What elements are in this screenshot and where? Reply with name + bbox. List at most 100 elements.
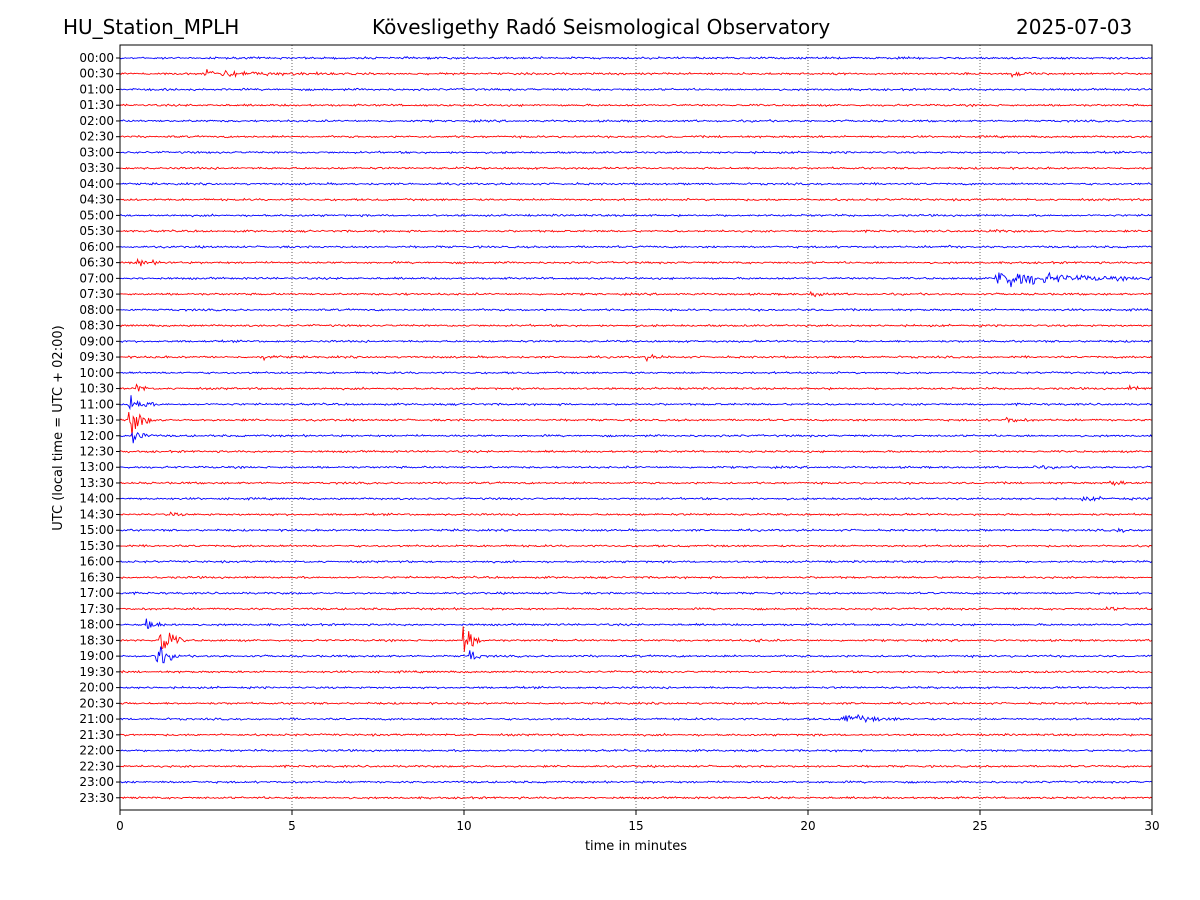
y-tick-label: 09:30 xyxy=(79,350,114,364)
station-name: HU_Station_MPLH xyxy=(63,15,240,39)
y-tick-label: 15:30 xyxy=(79,539,114,553)
x-tick-label: 25 xyxy=(972,819,987,833)
y-tick-label: 17:00 xyxy=(79,586,114,600)
trace-row xyxy=(119,543,1153,548)
trace-group xyxy=(119,55,1153,800)
trace-row xyxy=(119,166,1152,171)
x-tick-label: 5 xyxy=(288,819,296,833)
y-tick-label: 21:30 xyxy=(79,728,114,742)
trace-row xyxy=(119,795,1153,800)
y-tick-label: 20:30 xyxy=(79,696,114,710)
trace-row xyxy=(119,464,1153,470)
trace-row xyxy=(119,780,1153,785)
y-tick-label: 05:30 xyxy=(79,224,114,238)
trace-row xyxy=(119,69,1153,79)
trace-row xyxy=(119,383,1152,392)
trace-row xyxy=(119,244,1152,249)
y-tick-label: 22:00 xyxy=(79,744,114,758)
trace-row xyxy=(119,370,1152,375)
trace-row xyxy=(119,431,1153,444)
trace-row xyxy=(119,559,1153,564)
trace-row xyxy=(119,213,1152,218)
y-axis-label: UTC (local time = UTC + 02:00) xyxy=(51,325,66,530)
trace-row xyxy=(119,228,1152,234)
y-tick-label: 09:00 xyxy=(79,334,114,348)
trace-row xyxy=(119,480,1152,487)
y-tick-label: 19:30 xyxy=(79,665,114,679)
y-tick-label: 05:00 xyxy=(79,208,114,222)
y-tick-label: 00:30 xyxy=(79,67,114,81)
trace-row xyxy=(119,511,1153,517)
x-tick-label: 30 xyxy=(1144,819,1159,833)
trace-row xyxy=(119,669,1152,674)
chart-date: 2025-07-03 xyxy=(1016,15,1133,39)
y-tick-label: 11:30 xyxy=(79,413,114,427)
trace-row xyxy=(119,449,1152,454)
y-tick-label: 07:30 xyxy=(79,287,114,301)
x-axis: 0 5 10 15 20 25 30 xyxy=(116,810,1160,833)
y-tick-label: 02:00 xyxy=(79,114,114,128)
y-tick-label: 16:30 xyxy=(79,570,114,584)
trace-row xyxy=(119,55,1153,60)
y-tick-label: 16:00 xyxy=(79,555,114,569)
y-tick-label: 23:00 xyxy=(79,775,114,789)
y-tick-label: 03:30 xyxy=(79,161,114,175)
trace-row xyxy=(119,575,1152,580)
trace-row xyxy=(119,685,1152,690)
trace-row xyxy=(119,307,1153,313)
trace-row xyxy=(119,748,1153,753)
y-tick-label: 04:30 xyxy=(79,193,114,207)
trace-row xyxy=(119,732,1153,737)
y-tick-label: 14:00 xyxy=(79,492,114,506)
y-tick-label: 10:00 xyxy=(79,366,114,380)
y-tick-label: 11:00 xyxy=(79,397,114,411)
y-tick-label: 04:00 xyxy=(79,177,114,191)
trace-row xyxy=(119,395,1153,411)
trace-row xyxy=(119,134,1152,139)
y-tick-label: 10:30 xyxy=(79,382,114,396)
y-tick-label: 00:00 xyxy=(79,51,114,65)
y-tick-label: 14:30 xyxy=(79,507,114,521)
trace-row xyxy=(119,527,1152,534)
y-tick-label: 12:30 xyxy=(79,445,114,459)
y-tick-label: 18:00 xyxy=(79,618,114,632)
trace-row xyxy=(119,606,1153,611)
y-tick-label: 06:00 xyxy=(79,240,114,254)
y-tick-label: 07:00 xyxy=(79,271,114,285)
y-tick-label: 06:30 xyxy=(79,256,114,270)
trace-row xyxy=(119,626,1153,652)
y-tick-label: 01:30 xyxy=(79,98,114,112)
y-tick-label: 15:00 xyxy=(79,523,114,537)
trace-row xyxy=(119,495,1152,502)
trace-row xyxy=(119,591,1152,596)
x-tick-label: 10 xyxy=(456,819,471,833)
y-tick-label: 13:30 xyxy=(79,476,114,490)
y-tick-label: 20:00 xyxy=(79,681,114,695)
y-tick-label: 01:00 xyxy=(79,82,114,96)
y-tick-label: 03:00 xyxy=(79,145,114,159)
y-tick-label: 12:00 xyxy=(79,429,114,443)
x-tick-label: 15 xyxy=(628,819,643,833)
x-axis-label: time in minutes xyxy=(585,839,687,854)
y-tick-label: 13:00 xyxy=(79,460,114,474)
trace-row xyxy=(119,197,1152,202)
trace-row xyxy=(119,713,1152,724)
trace-row xyxy=(119,118,1153,124)
y-tick-label: 22:30 xyxy=(79,759,114,773)
trace-row xyxy=(119,701,1153,706)
x-tick-label: 20 xyxy=(800,819,815,833)
trace-row xyxy=(119,181,1152,186)
trace-row xyxy=(119,412,1152,437)
trace-row xyxy=(119,764,1152,769)
x-tick-label: 0 xyxy=(116,819,124,833)
trace-row xyxy=(119,290,1152,298)
trace-row xyxy=(119,271,1152,288)
y-tick-label: 19:00 xyxy=(79,649,114,663)
y-tick-label: 02:30 xyxy=(79,130,114,144)
trace-row xyxy=(119,618,1153,629)
trace-row xyxy=(119,323,1152,328)
trace-row xyxy=(119,646,1152,664)
trace-row xyxy=(119,339,1152,344)
